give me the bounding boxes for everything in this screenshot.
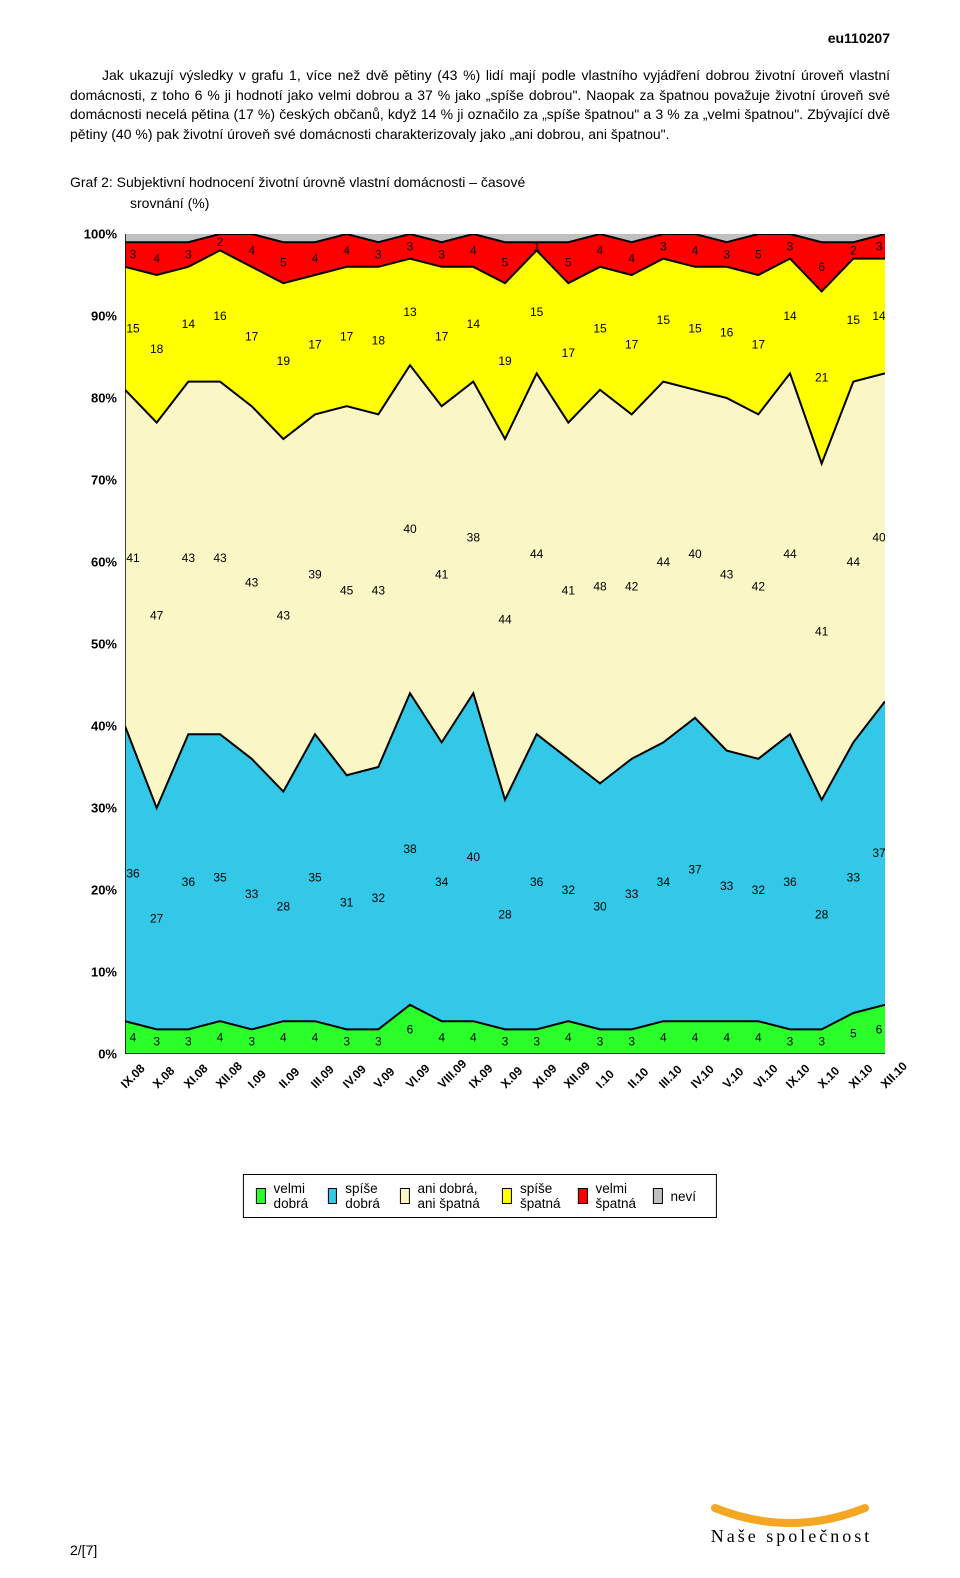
legend-label: spíše špatná bbox=[520, 1181, 570, 1211]
y-tick-label: 30% bbox=[91, 801, 117, 816]
legend-label: neví bbox=[671, 1189, 705, 1204]
x-tick-label: XII.08 bbox=[213, 1059, 245, 1091]
x-tick-label: X.09 bbox=[498, 1064, 525, 1091]
x-tick-label: X.10 bbox=[815, 1064, 842, 1091]
legend-swatch bbox=[256, 1188, 266, 1204]
x-tick-label: XII.09 bbox=[561, 1059, 593, 1091]
chart-title-line1: Graf 2: Subjektivní hodnocení životní úr… bbox=[70, 174, 525, 190]
legend: velmi dobrá spíše dobrá ani dobrá, ani špa… bbox=[243, 1174, 717, 1218]
y-tick-label: 50% bbox=[91, 637, 117, 652]
x-tick-label: IX.09 bbox=[466, 1062, 496, 1092]
stacked-area-chart: 4334344336443343344443356362736353328353… bbox=[125, 234, 885, 1054]
footer-logo: Naše společnost bbox=[700, 1498, 880, 1558]
logo-text: Naše společnost bbox=[700, 1526, 880, 1547]
y-tick-label: 70% bbox=[91, 473, 117, 488]
y-tick-label: 20% bbox=[91, 883, 117, 898]
document-id: eu110207 bbox=[70, 30, 890, 46]
x-tick-label: VI.09 bbox=[403, 1062, 433, 1092]
x-tick-label: IX.08 bbox=[118, 1062, 148, 1092]
page-number: 2/[7] bbox=[70, 1542, 97, 1558]
chart-title-line2: srovnání (%) bbox=[70, 193, 890, 214]
y-tick-label: 100% bbox=[84, 227, 117, 242]
y-tick-label: 80% bbox=[91, 391, 117, 406]
y-tick-label: 10% bbox=[91, 965, 117, 980]
legend-swatch bbox=[400, 1188, 410, 1204]
chart-title: Graf 2: Subjektivní hodnocení životní úr… bbox=[70, 172, 890, 214]
paragraph-1: Jak ukazují výsledky v grafu 1, více než… bbox=[70, 66, 890, 144]
x-tick-label: IX.10 bbox=[783, 1062, 813, 1092]
y-tick-label: 90% bbox=[91, 309, 117, 324]
legend-swatch bbox=[502, 1188, 512, 1204]
x-tick-label: VI.10 bbox=[751, 1062, 781, 1092]
legend-label: velmi špatná bbox=[595, 1181, 644, 1211]
x-tick-label: IV.09 bbox=[340, 1063, 369, 1092]
x-tick-label: X.08 bbox=[150, 1064, 177, 1091]
legend-label: velmi dobrá bbox=[274, 1181, 320, 1211]
x-tick-label: III.10 bbox=[656, 1063, 685, 1092]
x-tick-label: V.10 bbox=[720, 1065, 747, 1092]
x-tick-label: XI.09 bbox=[530, 1062, 560, 1092]
plot-area: 4334344336443343344443356362736353328353… bbox=[125, 234, 885, 1054]
y-axis: 0%10%20%30%40%50%60%70%80%90%100% bbox=[70, 234, 125, 1054]
chart-area: 0%10%20%30%40%50%60%70%80%90%100% 433434… bbox=[70, 234, 890, 1154]
x-tick-label: I.10 bbox=[593, 1067, 617, 1091]
legend-swatch bbox=[328, 1188, 338, 1204]
x-tick-label: IV.10 bbox=[688, 1063, 717, 1092]
legend-label: ani dobrá, ani špatná bbox=[417, 1181, 494, 1211]
x-tick-label: XI.10 bbox=[846, 1062, 876, 1092]
y-tick-label: 40% bbox=[91, 719, 117, 734]
legend-label: spíše dobrá bbox=[345, 1181, 392, 1211]
x-tick-label: XI.08 bbox=[181, 1062, 211, 1092]
x-tick-label: VIII.09 bbox=[435, 1057, 469, 1091]
x-tick-label: V.09 bbox=[371, 1065, 398, 1092]
x-tick-label: XII.10 bbox=[878, 1059, 910, 1091]
x-tick-label: I.09 bbox=[245, 1067, 269, 1091]
x-tick-label: III.09 bbox=[308, 1063, 337, 1092]
x-tick-label: II.09 bbox=[276, 1065, 302, 1091]
legend-swatch bbox=[578, 1188, 588, 1204]
page: eu110207 Jak ukazují výsledky v grafu 1,… bbox=[0, 0, 960, 1578]
y-tick-label: 60% bbox=[91, 555, 117, 570]
y-tick-label: 0% bbox=[98, 1047, 117, 1062]
x-axis: IX.08X.08XI.08XII.08I.09II.09III.09IV.09… bbox=[125, 1054, 885, 1094]
legend-swatch bbox=[653, 1188, 663, 1204]
x-tick-label: II.10 bbox=[625, 1065, 651, 1091]
